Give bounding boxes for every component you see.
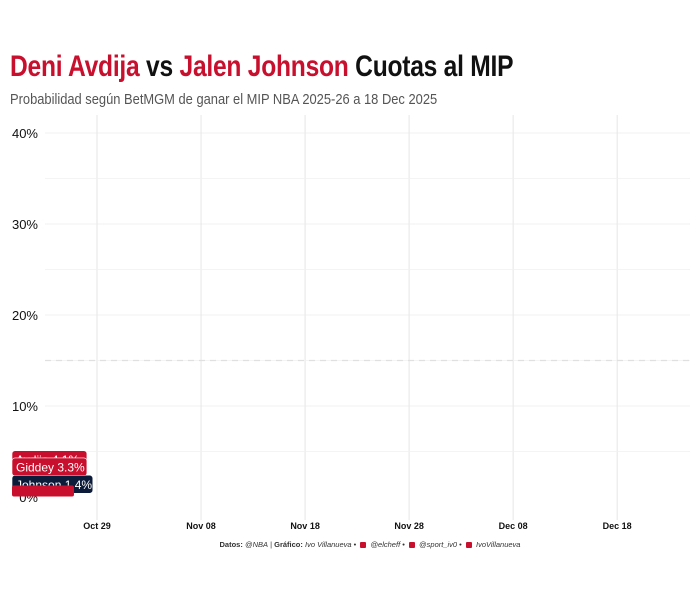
caption-datos-label: Datos: [219, 540, 243, 549]
series-label: Giddey 3.3% [16, 460, 85, 474]
x-tick-label: Oct 29 [83, 521, 111, 531]
chart-subtitle: Probabilidad según BetMGM de ganar el MI… [10, 91, 438, 108]
title-player-2: Jalen Johnson [179, 50, 349, 83]
bluesky-icon [465, 542, 472, 548]
series-label-box [12, 485, 74, 497]
title-vs: vs [146, 50, 173, 83]
chart-title: Deni Avdija vs Jalen Johnson Cuotas al M… [10, 50, 514, 84]
y-tick-label: 40% [12, 126, 38, 141]
x-logo-icon [360, 542, 367, 548]
axis-layer: Oct 29 Nov 08 Nov 18 Nov 28 Dec 08 Dec 180%10… [12, 126, 632, 531]
caption-handle-1: @elcheff [370, 540, 401, 549]
x-tick-label: Dec 18 [603, 521, 632, 531]
title-player-1: Deni Avdija [10, 50, 140, 83]
mark-layer: Avdija 4.1%Giddey 3.3%Johnson 1.4% [11, 450, 94, 497]
y-tick-label: 10% [12, 399, 38, 414]
caption-handle-2: @sport_iv0 [419, 540, 458, 549]
y-tick-label: 20% [12, 308, 38, 323]
x-tick-label: Nov 28 [394, 521, 424, 531]
instagram-icon [408, 542, 415, 548]
caption-datos-value: @NBA [244, 540, 268, 549]
caption-handle-3: IvoVillanueva [475, 540, 521, 549]
y-tick-label: 30% [12, 217, 38, 232]
grid-layer [45, 115, 690, 520]
title-suffix: Cuotas al MIP [355, 50, 514, 83]
chart-caption: Datos: @NBA | Gráfico: Ivo Villanueva • … [219, 540, 521, 549]
x-tick-label: Nov 08 [186, 521, 216, 531]
caption-grafico-value: Ivo Villanueva [304, 540, 352, 549]
x-tick-label: Dec 08 [499, 521, 528, 531]
caption-grafico-label: Gráfico: [274, 540, 303, 549]
x-tick-label: Nov 18 [290, 521, 320, 531]
